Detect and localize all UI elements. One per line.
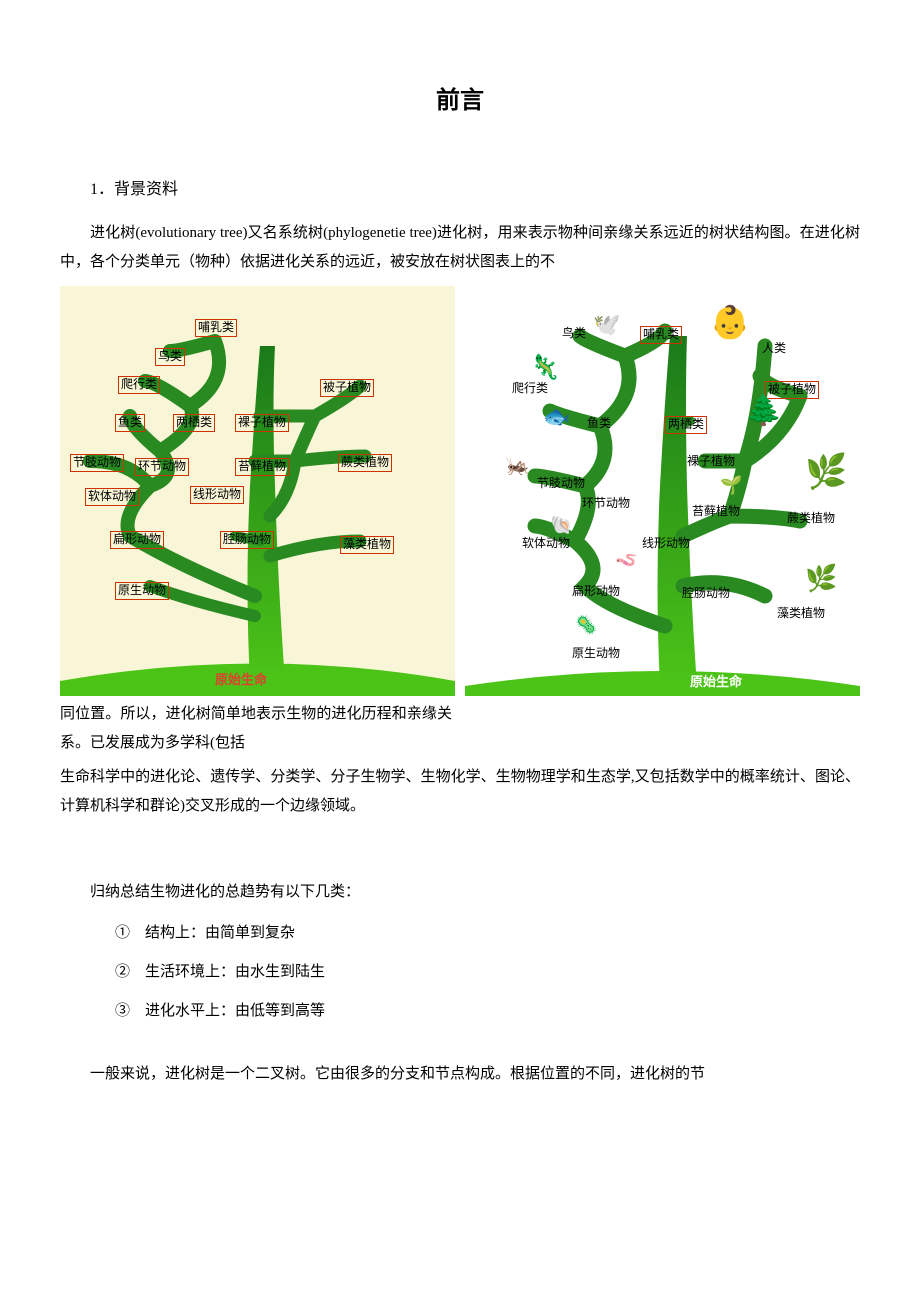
- species-icon: 🐟: [543, 406, 570, 428]
- tree-node-label: 线形动物: [640, 536, 692, 552]
- species-icon: 🌿: [805, 456, 847, 490]
- tree-node-label: 哺乳类: [640, 326, 682, 344]
- tree-node-label: 扁形动物: [110, 531, 164, 549]
- tree-node-label: 鱼类: [585, 416, 613, 432]
- tree-node-label: 环节动物: [580, 496, 632, 512]
- tree-node-label: 节肢动物: [535, 476, 587, 492]
- trend-item-1: ① 结构上：由简单到复杂: [115, 921, 860, 942]
- tree-node-label: 哺乳类: [195, 319, 237, 337]
- tree-node-label: 节肢动物: [70, 454, 124, 472]
- evolution-tree-left: 哺乳类鸟类爬行类 被子植物鱼类 两栖类 裸子植物节肢动物环节动物 苔藓植物 蕨类植物软体动…: [60, 286, 455, 696]
- tree-node-label: 苔藓植物: [235, 458, 289, 476]
- intro-paragraph-1: 进化树(evolutionary tree)又名系统树(phylogenetie…: [60, 219, 860, 276]
- tree-node-label: 鸟类: [560, 326, 588, 342]
- tree-node-label: 人类: [760, 341, 788, 357]
- tree-node-label: 爬行类: [118, 376, 160, 394]
- tree-node-label: 两栖类: [173, 414, 215, 432]
- tree-node-label: 原生动物: [115, 582, 169, 600]
- tree-node-label: 软体动物: [520, 536, 572, 552]
- tree-node-label: 鱼类: [115, 414, 145, 432]
- tree-node-label: 爬行类: [510, 381, 550, 397]
- tree-node-label: 软体动物: [85, 488, 139, 506]
- species-icon: 🐚: [550, 516, 572, 534]
- tree-node-label: 腔肠动物: [680, 586, 732, 602]
- section-heading-1: 1．背景资料: [90, 175, 860, 199]
- tree-node-label: 线形动物: [190, 486, 244, 504]
- tree-node-label: 藻类植物: [340, 536, 394, 554]
- species-icon: 🌲: [745, 396, 782, 426]
- intro-paragraph-2a: 同位置。所以，进化树简单地表示生物的进化历程和亲缘关系。已发展成为多学科(包括: [60, 700, 452, 757]
- species-icon: 🕊️: [593, 314, 620, 336]
- trend-item-2: ② 生活环境上：由水生到陆生: [115, 960, 860, 981]
- tree-node-label: 环节动物: [135, 458, 189, 476]
- tree-branches-right: [465, 286, 860, 696]
- species-icon: 🌱: [720, 476, 742, 494]
- final-paragraph: 一般来说，进化树是一个二叉树。它由很多的分支和节点构成。根据位置的不同，进化树的…: [60, 1060, 860, 1089]
- tree-node-label: 裸子植物: [235, 414, 289, 432]
- tree-node-label: 扁形动物: [570, 584, 622, 600]
- tree-node-label: 蕨类植物: [338, 454, 392, 472]
- trend-item-3: ③ 进化水平上：由低等到高等: [115, 999, 860, 1020]
- root-label-left: 原始生命: [215, 669, 267, 688]
- tree-node-label: 鸟类: [155, 348, 185, 366]
- species-icon: 🦎: [530, 356, 560, 380]
- figures-row: 哺乳类鸟类爬行类被子植物鱼类两栖类裸子植物节肢动物环节动物苔藓植物蕨类植物软体动…: [60, 286, 860, 696]
- species-icon: 👶: [710, 306, 750, 338]
- species-icon: 🌿: [805, 566, 837, 592]
- tree-node-label: 腔肠动物: [220, 531, 274, 549]
- tree-node-label: 两栖类: [665, 416, 707, 434]
- evolution-tree-right: 鸟类哺乳类人类爬行类被子植物鱼类两栖类裸子植物节肢动物环节动物苔藓植物蕨类植物软…: [465, 286, 860, 696]
- root-label-right: 原始生命: [690, 671, 742, 690]
- tree-node-label: 苔藓植物: [690, 504, 742, 520]
- intro-paragraph-2b: 生命科学中的进化论、遗传学、分类学、分子生物学、生物化学、生物物理学和生态学,又…: [60, 763, 860, 820]
- species-icon: 🦗: [505, 456, 530, 476]
- page-title: 前言: [60, 80, 860, 115]
- tree-node-label: 原生动物: [570, 646, 622, 662]
- tree-node-label: 被子植物: [320, 379, 374, 397]
- tree-node-label: 藻类植物: [775, 606, 827, 622]
- tree-node-label: 蕨类植物: [785, 511, 837, 527]
- trends-intro: 归纳总结生物进化的总趋势有以下几类：: [90, 880, 860, 901]
- tree-node-label: 裸子植物: [685, 454, 737, 470]
- species-icon: 🪱: [615, 551, 637, 569]
- species-icon: 🦠: [575, 616, 597, 634]
